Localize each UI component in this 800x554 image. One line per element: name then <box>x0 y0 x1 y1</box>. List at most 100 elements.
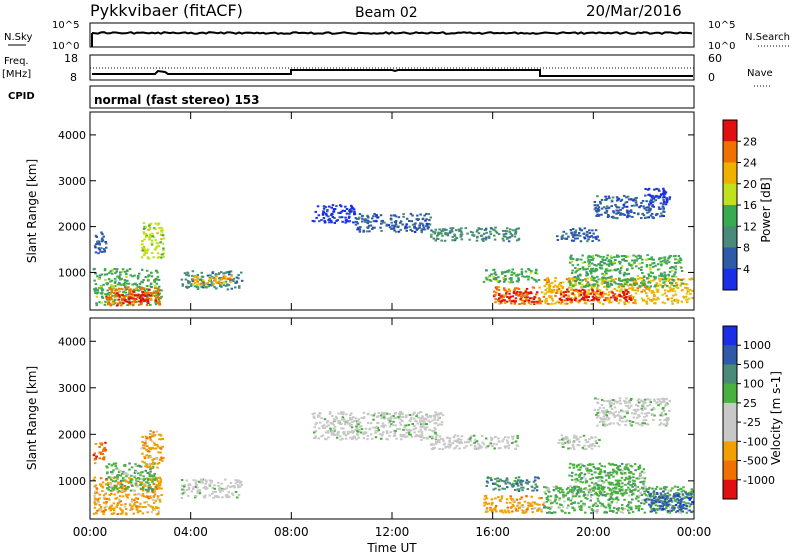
heatmap-cell <box>141 292 145 295</box>
heatmap-cell <box>579 466 582 469</box>
heatmap-cell <box>612 414 615 417</box>
heatmap-cell <box>157 285 161 288</box>
heatmap-cell <box>652 205 655 208</box>
heatmap-cell <box>146 248 150 251</box>
heatmap-cell <box>117 501 121 504</box>
heatmap-cell <box>427 226 430 229</box>
heatmap-cell <box>552 289 556 291</box>
heatmap-cell <box>119 294 123 296</box>
heatmap-cell <box>153 493 157 496</box>
heatmap-cell <box>125 273 128 276</box>
heatmap-cell <box>563 302 567 305</box>
heatmap-cell <box>187 286 191 288</box>
heatmap-cell <box>158 303 161 306</box>
heatmap-cell <box>149 455 152 458</box>
heatmap-cell <box>655 288 658 291</box>
heatmap-cell <box>690 495 693 498</box>
heatmap-cell <box>130 498 134 501</box>
heatmap-cell <box>630 297 634 300</box>
heatmap-cell <box>349 417 352 419</box>
heatmap-cell <box>133 501 137 504</box>
heatmap-cell <box>572 463 576 466</box>
heatmap-cell <box>593 201 597 203</box>
heatmap-cell <box>510 505 514 508</box>
heatmap-cell <box>357 423 360 426</box>
heatmap-cell <box>588 282 591 285</box>
heatmap-cell <box>574 280 577 283</box>
heatmap-cell <box>142 482 145 485</box>
heatmap-cell <box>509 497 513 500</box>
heatmap-cell <box>98 248 101 251</box>
heatmap-cell <box>674 262 677 265</box>
heatmap-cell <box>545 299 548 302</box>
heatmap-cell <box>228 273 231 276</box>
heatmap-cell <box>494 487 497 490</box>
heatmap-cell <box>454 446 457 449</box>
heatmap-cell <box>438 448 441 450</box>
heatmap-cell <box>416 422 419 425</box>
heatmap-cell <box>618 488 621 491</box>
heatmap-cell <box>615 295 618 298</box>
heatmap-cell <box>577 463 581 466</box>
heatmap-cell <box>545 486 548 489</box>
heatmap-cell <box>419 426 422 429</box>
heatmap-cell <box>555 496 559 499</box>
heatmap-cell <box>139 303 142 306</box>
heatmap-cell <box>655 491 659 494</box>
heatmap-cell <box>592 270 595 273</box>
heatmap-cell <box>649 266 652 269</box>
heatmap-cell <box>603 293 606 295</box>
heatmap-cell <box>460 435 464 438</box>
heatmap-cell <box>515 294 518 296</box>
heatmap-cell <box>419 213 422 216</box>
heatmap-cell <box>129 489 133 492</box>
heatmap-cell <box>405 229 408 232</box>
heatmap-cell <box>421 423 425 426</box>
heatmap-cell <box>665 294 668 297</box>
heatmap-cell <box>348 220 352 223</box>
heatmap-cell <box>392 214 396 217</box>
heatmap-cell <box>100 292 104 294</box>
heatmap-cell <box>152 462 155 465</box>
heatmap-cell <box>552 486 556 489</box>
heatmap-cell <box>569 261 572 264</box>
heatmap-cell <box>607 264 611 267</box>
heatmap-cell <box>669 508 672 511</box>
heatmap-cell <box>110 279 114 282</box>
heatmap-cell <box>588 488 592 491</box>
heatmap-cell <box>660 212 663 215</box>
heatmap-cell <box>431 429 434 432</box>
heatmap-cell <box>194 485 197 488</box>
heatmap-cell <box>668 511 672 514</box>
heatmap-cell <box>634 292 638 295</box>
heatmap-cell <box>672 505 675 508</box>
heatmap-cell <box>335 436 339 439</box>
heatmap-cell <box>142 475 145 478</box>
heatmap-cell <box>641 299 645 302</box>
heatmap-cell <box>590 235 593 237</box>
heatmap-cell <box>505 477 509 480</box>
heatmap-cell <box>591 262 594 265</box>
heatmap-cell <box>150 433 154 436</box>
heatmap-cell <box>350 206 354 208</box>
heatmap-cell <box>670 283 673 286</box>
heatmap-cell <box>135 505 138 508</box>
heatmap-cell <box>187 484 190 487</box>
heatmap-cell <box>686 287 689 290</box>
heatmap-cell <box>578 282 581 285</box>
heatmap-cell <box>589 478 592 481</box>
heatmap-cell <box>513 489 517 491</box>
heatmap-cell <box>662 200 666 203</box>
heatmap-cell <box>641 508 644 511</box>
heatmap-cell <box>340 427 343 430</box>
heatmap-cell <box>567 290 570 293</box>
power-heatmap <box>92 187 694 307</box>
heatmap-cell <box>661 505 664 508</box>
heatmap-cell <box>521 299 524 302</box>
heatmap-cell <box>555 300 559 303</box>
heatmap-cell <box>338 422 342 425</box>
heatmap-cell <box>445 228 448 231</box>
heatmap-cell <box>237 486 240 489</box>
heatmap-cell <box>130 466 134 469</box>
heatmap-cell <box>447 446 451 449</box>
